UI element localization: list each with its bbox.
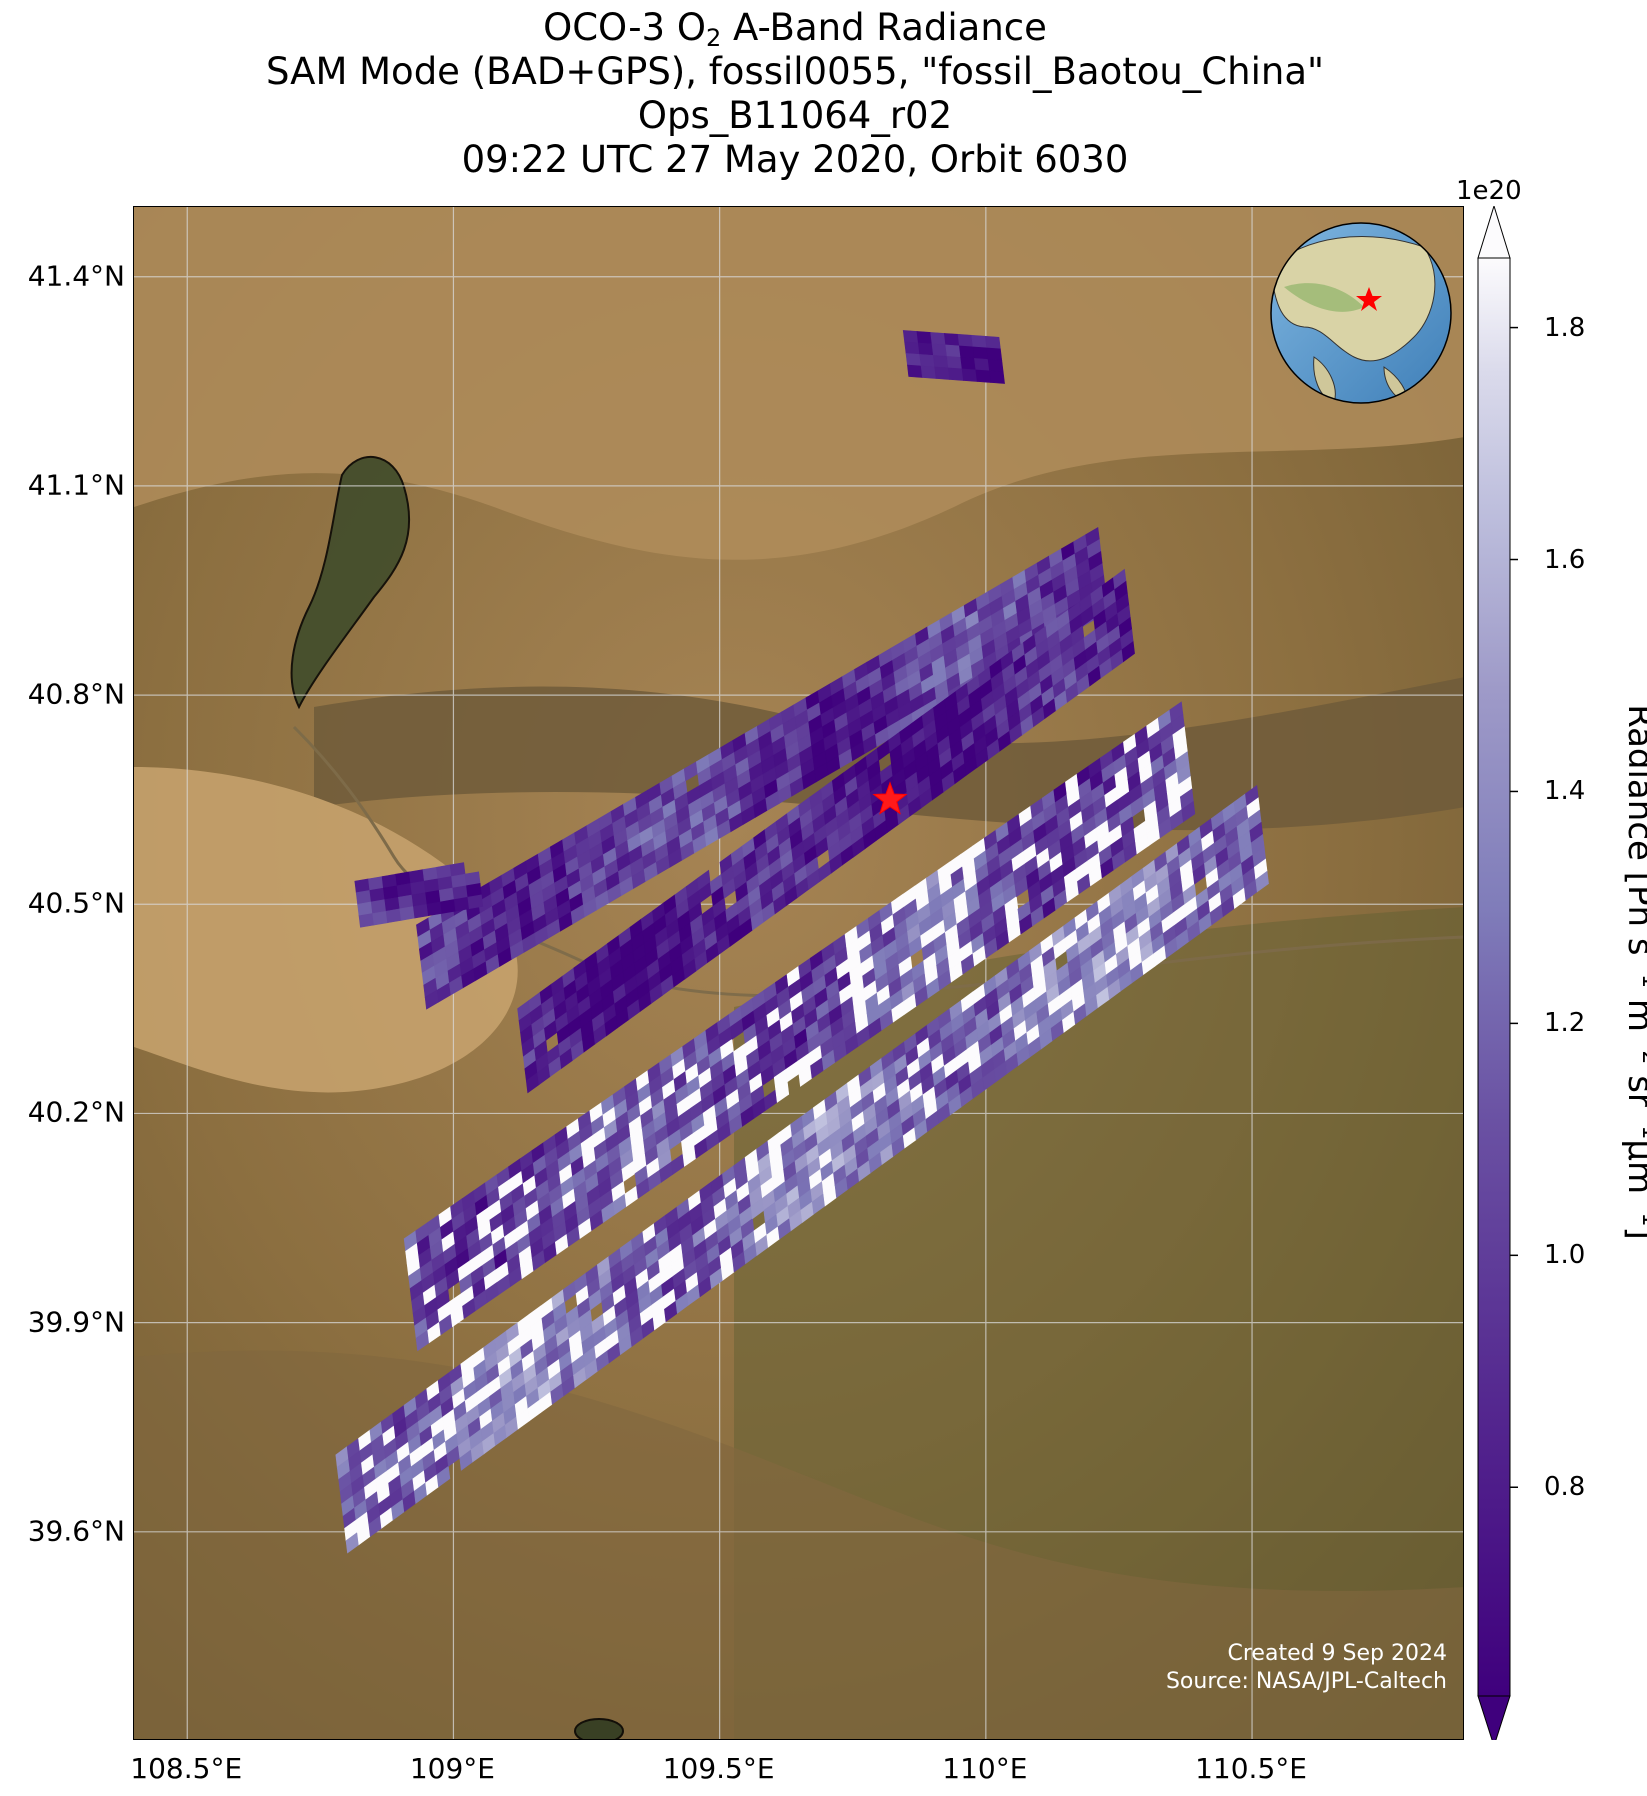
colorbar-tick-label: 1.6 <box>1544 544 1586 575</box>
colorbar-tick-label: 1.4 <box>1544 776 1586 807</box>
radiance-footprint <box>917 342 934 356</box>
radiance-footprint <box>904 341 921 355</box>
radiance-footprint <box>975 369 992 383</box>
radiance-footprint <box>989 370 1005 384</box>
colorbar-exponent: 1e20 <box>1456 176 1522 206</box>
title-line-2: SAM Mode (BAD+GPS), fossil0055, "fossil_… <box>265 50 1325 93</box>
radiance-footprint <box>1255 870 1269 893</box>
target-site-star[interactable] <box>872 781 908 815</box>
lat-tick-label: 41.1°N <box>27 468 125 502</box>
colorbar-label: Radiance [Ph s−1 m−2 sr−1μm−1] <box>1620 704 1647 1240</box>
map-canvas[interactable] <box>134 207 1464 1740</box>
radiance-footprint <box>943 333 960 347</box>
lat-tick-label: 40.5°N <box>27 886 125 920</box>
colorbar-tick-label: 1.2 <box>1544 1008 1586 1039</box>
radiance-footprint <box>960 357 977 371</box>
radiance-footprint <box>372 910 388 926</box>
lon-tick-label: 109°E <box>409 1752 496 1785</box>
swath-e[interactable] <box>902 330 1005 384</box>
radiance-footprint <box>957 333 974 348</box>
radiance-footprint <box>986 347 1003 361</box>
title-line-4: 09:22 UTC 27 May 2020, Orbit 6030 <box>461 138 1129 181</box>
radiance-footprint <box>945 344 962 358</box>
credit-source: Source: NASA/JPL-Caltech <box>1165 1669 1447 1694</box>
radiance-footprint <box>1121 640 1135 663</box>
radiance-footprint <box>933 355 949 369</box>
map-panel[interactable] <box>133 206 1464 1740</box>
swath-c[interactable] <box>403 701 1196 1352</box>
radiance-footprint <box>426 901 443 917</box>
swath-a[interactable] <box>416 527 1109 1010</box>
swath-b[interactable] <box>517 568 1135 1094</box>
radiance-footprint <box>1181 800 1196 823</box>
radiance-footprint <box>453 896 470 912</box>
radiance-footprint <box>436 1465 451 1488</box>
radiance-footprint <box>385 908 402 924</box>
radiance-footprint <box>974 358 990 372</box>
title-line-1: OCO-3 O2 A-Band Radiance <box>543 6 1047 52</box>
radiance-footprint <box>961 368 978 382</box>
lon-tick-label: 110.5°E <box>1195 1752 1307 1785</box>
colorbar-tick-label: 1.0 <box>1544 1240 1586 1271</box>
radiance-footprint <box>934 366 951 380</box>
swath-d[interactable] <box>335 784 1269 1554</box>
lat-tick-label: 39.6°N <box>27 1514 125 1548</box>
radiance-footprint <box>931 343 948 357</box>
radiance-footprint <box>467 894 484 910</box>
swath-f[interactable] <box>354 862 484 928</box>
colorbar-tick-label: 0.8 <box>1544 1472 1586 1503</box>
radiance-footprint <box>920 365 937 379</box>
chart-title: OCO-3 O2 A-Band Radiance SAM Mode (BAD+G… <box>130 6 1460 182</box>
lon-tick-label: 108.5°E <box>130 1752 243 1785</box>
radiance-footprint <box>959 345 975 359</box>
radiance-footprint <box>905 353 922 367</box>
radiance-footprint <box>440 899 456 914</box>
radiance-footprint <box>919 354 936 368</box>
lat-tick-label: 40.8°N <box>27 677 125 711</box>
radiance-footprint <box>946 356 963 370</box>
radiance-footprint <box>775 1081 790 1103</box>
radiance-footprint <box>985 335 1001 350</box>
title-line-3: Ops_B11064_r02 <box>637 94 953 137</box>
credit-text: Created 9 Sep 2024 Source: NASA/JPL-Calt… <box>1166 1640 1447 1696</box>
lat-tick-label: 40.2°N <box>27 1095 125 1129</box>
credit-created: Created 9 Sep 2024 <box>1227 1641 1448 1666</box>
radiance-footprint <box>907 364 923 378</box>
radiance-footprint <box>399 906 416 921</box>
radiance-footprint <box>971 334 988 349</box>
inset-globe <box>1270 222 1452 404</box>
colorbar <box>1477 206 1518 1740</box>
lon-tick-label: 110°E <box>942 1752 1028 1785</box>
radiance-footprint <box>972 346 989 360</box>
radiance-footprint <box>916 331 933 345</box>
lat-tick-label: 39.9°N <box>27 1305 125 1339</box>
radiance-swaths[interactable] <box>335 330 1269 1554</box>
radiance-footprint <box>948 367 964 381</box>
radiance-footprint <box>902 330 919 344</box>
lat-tick-label: 41.4°N <box>27 259 125 293</box>
lon-tick-label: 109.5°E <box>662 1752 775 1785</box>
colorbar-tick-label: 1.8 <box>1544 312 1586 343</box>
radiance-footprint <box>413 903 429 919</box>
radiance-footprint <box>930 332 947 346</box>
radiance-footprint <box>358 913 375 928</box>
radiance-footprint <box>987 359 1004 373</box>
